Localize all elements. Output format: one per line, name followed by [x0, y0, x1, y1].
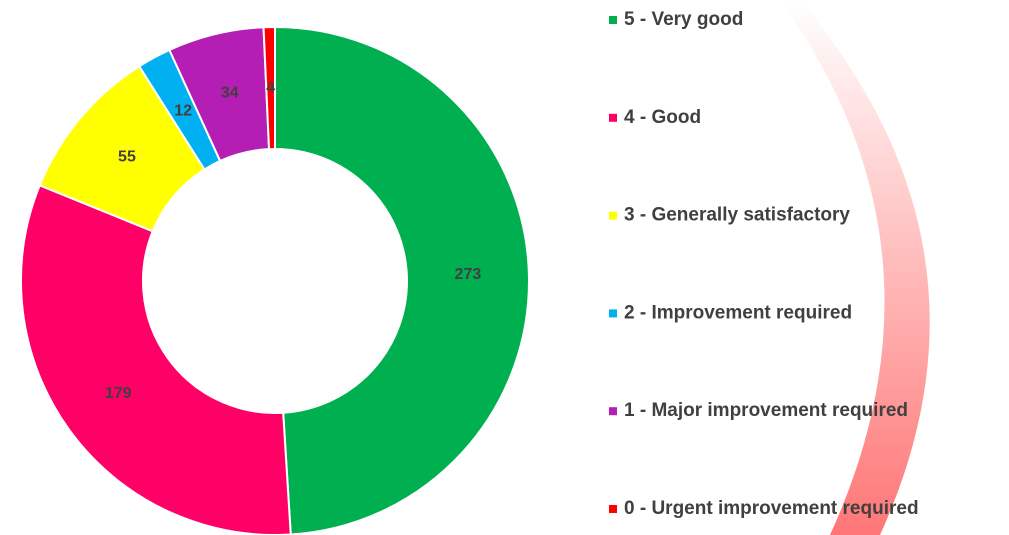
data-label: 12	[174, 103, 192, 120]
legend-label: 1 - Major improvement required	[624, 400, 908, 421]
donut-slice	[262, 25, 276, 151]
legend-swatch	[609, 16, 617, 24]
legend-swatch	[609, 505, 617, 513]
data-label: 273	[455, 266, 482, 283]
donut: 273 179 55 12 34 4	[20, 25, 530, 535]
legend-swatch	[609, 309, 617, 318]
donut-slice	[274, 25, 530, 535]
legend-swatch	[609, 211, 617, 220]
legend-label: 4 - Good	[624, 107, 701, 128]
data-label: 34	[221, 85, 239, 102]
data-label: 179	[105, 385, 132, 402]
data-label: 4	[266, 79, 275, 96]
background-swoosh	[780, 0, 930, 535]
legend-swatch	[609, 113, 617, 122]
legend-label: 0 - Urgent improvement required	[624, 498, 919, 519]
legend-label: 3 - Generally satisfactory	[624, 205, 850, 226]
legend-swatch	[609, 407, 617, 416]
data-label: 55	[118, 148, 136, 165]
legend-label: 2 - Improvement required	[624, 302, 852, 323]
legend-label: 5 - Very good	[624, 9, 743, 30]
donut-slice	[20, 183, 292, 535]
legend: 5 - Very good 4 - Good 3 - Generally satis…	[609, 9, 919, 519]
